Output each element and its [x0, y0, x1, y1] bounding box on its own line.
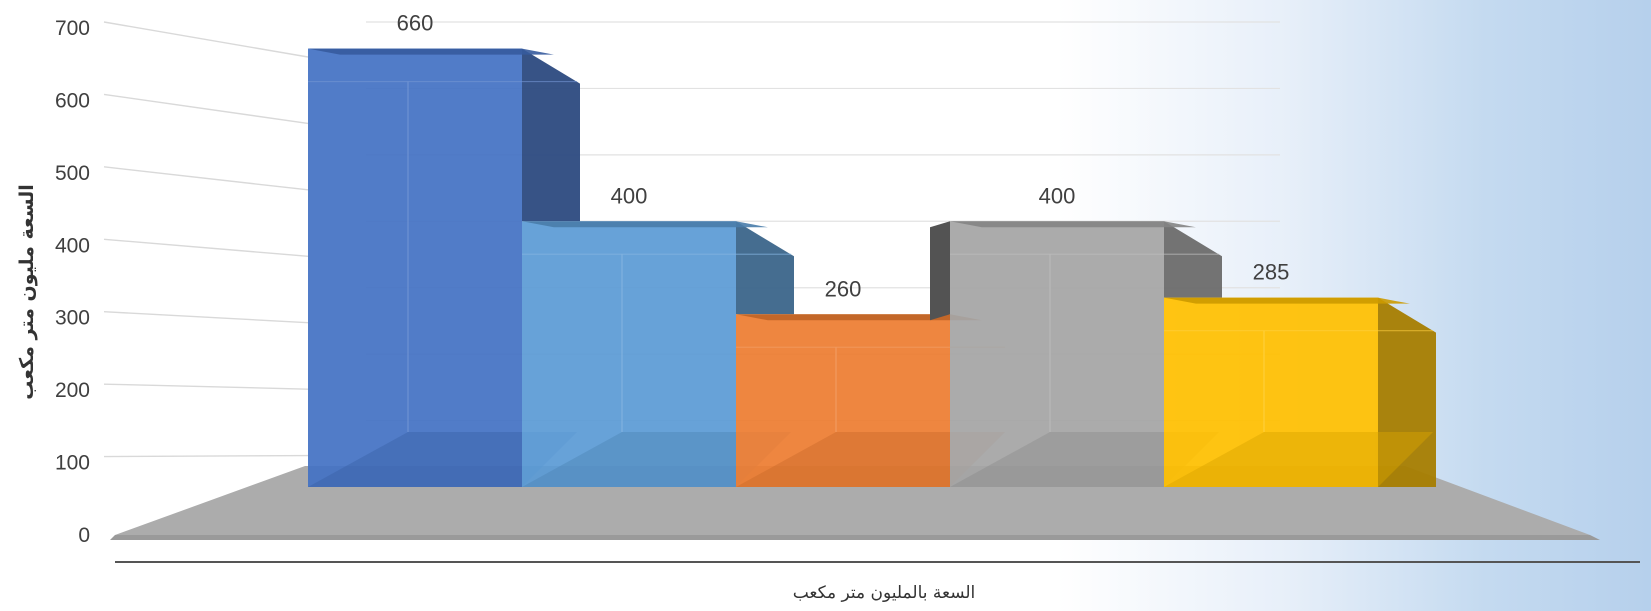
bar-top-face: [308, 48, 554, 55]
data-label: 400: [611, 183, 648, 208]
bar-inner-floor: [522, 432, 792, 487]
bar-front-face: [736, 314, 950, 487]
bar-top-face: [1164, 297, 1410, 304]
bar-3: [736, 314, 1006, 487]
bar-side-face-left: [930, 221, 950, 321]
data-label-group: 660 400 260 400 285: [397, 11, 1290, 302]
gridline: [103, 311, 309, 324]
y-tick-label: 700: [55, 17, 90, 40]
y-axis-ticks: 0 100 200 300 400 500 600 700: [55, 17, 90, 547]
bar-inner-floor: [736, 432, 1006, 487]
gridline: [103, 93, 309, 125]
gridline: [103, 454, 309, 458]
bar-top-face: [736, 314, 982, 321]
floor-front-edge: [110, 535, 1600, 540]
y-tick-label: 300: [55, 307, 90, 330]
y-tick-label: 400: [55, 234, 90, 257]
bar-side-face: [522, 48, 580, 222]
bar-front-face: [522, 221, 736, 488]
data-label: 285: [1253, 260, 1290, 285]
bar-front-face: [950, 221, 1164, 488]
data-label: 260: [825, 276, 862, 301]
bar-side-face: [1378, 297, 1436, 487]
bar-5: [1164, 297, 1436, 487]
gridline: [103, 238, 309, 257]
y-tick-label: 600: [55, 89, 90, 112]
bar-side-face: [1164, 221, 1222, 298]
bar-side-face: [736, 221, 794, 315]
y-tick-label: 500: [55, 162, 90, 185]
bar-2: [522, 221, 794, 488]
bar-inner-floor: [950, 432, 1220, 487]
bar-top-face: [950, 221, 1196, 228]
y-tick-label: 100: [55, 452, 90, 475]
y-tick-label: 200: [55, 379, 90, 402]
y-axis-title: السعة مليون متر مكعب: [16, 184, 38, 399]
bar-front-face: [308, 48, 522, 487]
y-tick-label: 0: [78, 524, 90, 547]
bar-top-face: [522, 221, 768, 228]
bar-4: [930, 221, 1222, 488]
bar-inner-floor: [1164, 432, 1434, 487]
gridline: [103, 166, 309, 191]
bar-inner-floor: [308, 432, 578, 487]
gridline: [103, 383, 309, 390]
gridline: [103, 21, 309, 58]
data-label: 400: [1039, 183, 1076, 208]
bar-group: [308, 48, 1436, 488]
bar-1: [308, 48, 580, 487]
bar-front-face: [1164, 297, 1378, 487]
x-axis-title: السعة بالمليون متر مكعب: [793, 583, 976, 603]
data-label: 660: [397, 11, 434, 36]
